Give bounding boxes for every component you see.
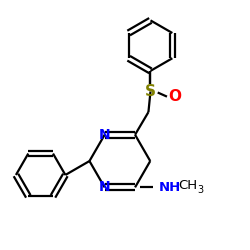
Text: CH: CH <box>178 179 198 192</box>
Text: S: S <box>145 84 156 99</box>
Text: O: O <box>169 89 182 104</box>
Text: N: N <box>99 128 110 142</box>
Text: N: N <box>99 180 110 194</box>
Text: NH: NH <box>159 181 181 194</box>
Text: 3: 3 <box>197 186 203 196</box>
